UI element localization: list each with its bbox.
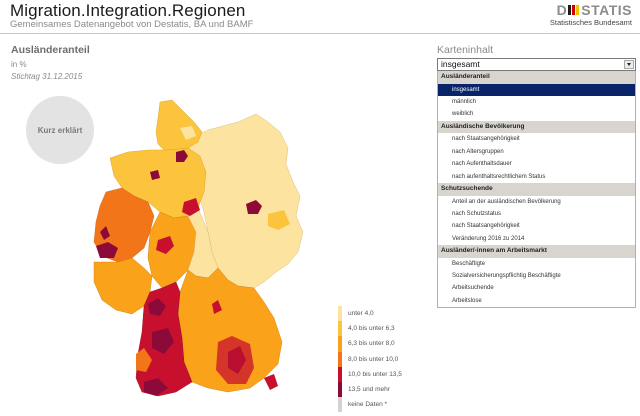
logo-wordmark: D STATIS (557, 2, 632, 18)
option-nach-staatsangehoerigkeit[interactable]: nach Staatsangehörigkeit (452, 136, 520, 143)
map-content-panel: Karteninhalt insgesamt Ausländeranteil i… (437, 44, 637, 309)
app-header: Migration.Integration.Regionen Gemeinsam… (0, 0, 640, 34)
option-sv-beschaeftigte[interactable]: Sozialversicherungspflichtig Beschäftigt… (452, 273, 561, 280)
legend-swatch (338, 306, 342, 322)
map-region-rhineland[interactable] (93, 257, 153, 315)
legend-label: unter 4,0 (348, 310, 374, 318)
legend-label: 6,3 bis unter 8,0 (348, 340, 395, 348)
option-arbeitsuchende[interactable]: Arbeitsuchende (452, 285, 494, 292)
option-beschaeftigte[interactable]: Beschäftigte (452, 260, 486, 267)
option-weiblich[interactable]: weiblich (452, 111, 474, 118)
option-arbeitslose[interactable]: Arbeitslose (452, 297, 482, 304)
logo-word-suffix: STATIS (581, 2, 632, 18)
legend-item: 6,3 bis unter 8,0 (338, 336, 402, 352)
map-region-hannover[interactable] (182, 198, 200, 216)
legend-item: 4,0 bis unter 6,3 (338, 321, 402, 337)
map-region-nuremberg[interactable] (212, 300, 222, 314)
map-region-hamburg[interactable] (176, 150, 188, 162)
map-region-mannheim[interactable] (148, 298, 166, 316)
map-content-select[interactable]: insgesamt (437, 58, 636, 71)
legend-swatch (338, 351, 342, 367)
group-header-schutzsuchende: Schutzsuchende (438, 182, 635, 196)
flag-icon (568, 5, 580, 15)
legend-item: keine Daten * (338, 397, 402, 413)
map-region-ruhr[interactable] (96, 242, 118, 258)
legend-item: 10,0 bis unter 13,5 (338, 366, 402, 382)
group-header-arbeitsmarkt: Ausländer/-innen am Arbeitsmarkt (438, 245, 635, 258)
germany-choropleth-map[interactable] (88, 92, 348, 416)
legend-label: 4,0 bis unter 6,3 (348, 325, 395, 333)
map-title: Ausländeranteil (11, 44, 90, 56)
group-header-auslaenderanteil: Ausländeranteil (438, 71, 635, 84)
map-region-frankfurt[interactable] (156, 236, 174, 254)
map-region-north-light[interactable] (180, 126, 196, 140)
legend-swatch (338, 381, 342, 398)
legend-item: 8,0 bis unter 10,0 (338, 351, 402, 367)
app-subtitle: Gemeinsames Datenangebot von Destatis, B… (10, 19, 254, 30)
legend-label: 10,0 bis unter 13,5 (348, 370, 402, 378)
legend-item: 13,5 und mehr (338, 381, 402, 398)
map-region-east-light2[interactable] (268, 210, 290, 230)
group-header-auslaendische-bevoelkerung: Ausländische Bevölkerung (438, 120, 635, 134)
map-info: Ausländeranteil in % Stichtag 31.12.2015 (11, 44, 90, 81)
logo-subtitle: Statistisches Bundesamt (549, 18, 632, 27)
map-region-cologne[interactable] (100, 226, 110, 240)
legend-label: 13,5 und mehr (348, 386, 390, 394)
map-region-bw-light[interactable] (136, 348, 152, 372)
legend-label: 8,0 bis unter 10,0 (348, 355, 399, 363)
map-region-sw-red[interactable] (144, 378, 168, 396)
legend-swatch (338, 397, 342, 413)
map-region-berlin[interactable] (246, 200, 262, 214)
app-title: Migration.Integration.Regionen (10, 1, 246, 20)
legend-swatch (338, 366, 342, 382)
option-insgesamt[interactable]: insgesamt (438, 83, 635, 96)
map-region-lake-red[interactable] (264, 374, 278, 390)
map-content-dropdown: Ausländeranteil insgesamt männlich weibl… (437, 71, 636, 309)
kurz-erklaert-button[interactable]: Kurz erklärt (26, 96, 94, 164)
legend-swatch (338, 321, 342, 337)
map-region-stuttgart[interactable] (152, 328, 174, 354)
legend-item: unter 4,0 (338, 306, 402, 322)
map-date: Stichtag 31.12.2015 (11, 72, 83, 81)
option-nach-aufenthaltsdauer[interactable]: nach Aufenthaltsdauer (452, 161, 512, 168)
map-region-munich-surround[interactable] (216, 336, 254, 384)
kurz-erklaert-label: Kurz erklärt (37, 125, 83, 135)
option-anteil-auslaendische-bevoelkerung[interactable]: Anteil an der ausländischen Bevölkerung (452, 198, 561, 205)
option-nach-altersgruppen[interactable]: nach Altersgruppen (452, 148, 504, 155)
option-nach-aufenthaltsrechtlichem-status[interactable]: nach aufenthaltsrechtlichem Status (452, 173, 546, 180)
map-unit: in % (11, 60, 27, 69)
map-region-bremen[interactable] (150, 170, 160, 180)
destatis-logo[interactable]: D STATIS Statistisches Bundesamt (540, 2, 632, 30)
select-value: insgesamt (441, 59, 480, 69)
option-veraenderung-2016-2014[interactable]: Veränderung 2016 zu 2014 (452, 235, 525, 242)
option-nach-schutzstatus[interactable]: nach Schutzstatus (452, 210, 502, 217)
legend-label: keine Daten * (348, 401, 388, 409)
map-legend: unter 4,0 4,0 bis unter 6,3 6,3 bis unte… (338, 306, 402, 413)
chevron-down-icon[interactable] (624, 60, 634, 69)
option-schutz-nach-staatsangehoerigkeit[interactable]: nach Staatsangehörigkeit (452, 223, 520, 230)
logo-word-prefix: D (556, 2, 568, 18)
option-maennlich[interactable]: männlich (452, 98, 477, 105)
map-content-label: Karteninhalt (437, 44, 494, 56)
legend-swatch (338, 336, 342, 352)
